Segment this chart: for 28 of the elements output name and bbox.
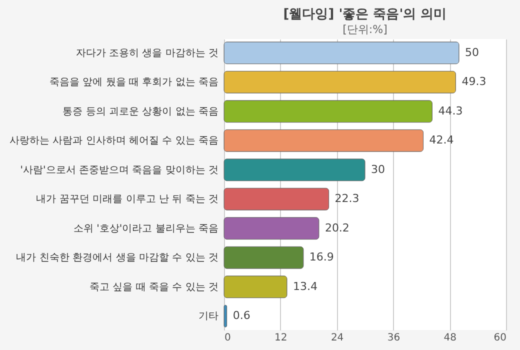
data-label: 50: [465, 46, 479, 59]
x-tick-label: 60: [494, 332, 506, 344]
data-label: 13.4: [292, 280, 318, 293]
y-tick-label: 내가 친숙한 환경에서 생을 마감할 수 있는 것: [16, 252, 218, 264]
data-label: 44.3: [438, 104, 463, 118]
y-tick-label: '사람'으로서 존중받으며 죽음을 맞이하는 것: [20, 164, 218, 176]
y-tick-label: 죽음을 앞에 뒀을 때 후회가 없는 죽음: [49, 77, 218, 88]
x-tick-label: 36: [387, 332, 400, 344]
y-tick-label: 내가 꿈꾸던 미래를 이루고 난 뒤 죽는 것: [36, 194, 218, 206]
y-tick-label: 통증 등의 괴로운 상황이 없는 죽음: [62, 106, 218, 118]
chart-subtitle: [단위:%]: [342, 23, 388, 36]
x-tick-label: 12: [274, 332, 288, 344]
y-tick-label: 소위 '호상'이라고 불리우는 죽음: [73, 223, 218, 234]
data-label: 30: [371, 162, 385, 176]
y-tick-label: 자다가 조용히 생을 마감하는 것: [76, 48, 218, 59]
data-label: 16.9: [309, 250, 334, 264]
data-label: 20.2: [324, 221, 350, 234]
data-label: 49.3: [462, 75, 486, 88]
data-label: 22.3: [334, 192, 360, 206]
data-label: 42.4: [429, 134, 454, 147]
x-tick-label: 24: [330, 332, 344, 344]
y-tick-label: 죽고 싶을 때 죽을 수 있는 것: [89, 282, 218, 293]
x-tick-label: 48: [444, 332, 456, 344]
y-tick-label: 기타: [198, 311, 218, 322]
data-label: 0.6: [232, 309, 250, 322]
x-tick-label: 0: [224, 332, 231, 344]
chart-title: [웰다잉] '좋은 죽음'의 의미: [283, 7, 447, 22]
y-tick-label: 사랑하는 사람과 인사하며 헤어질 수 있는 죽음: [9, 136, 218, 147]
